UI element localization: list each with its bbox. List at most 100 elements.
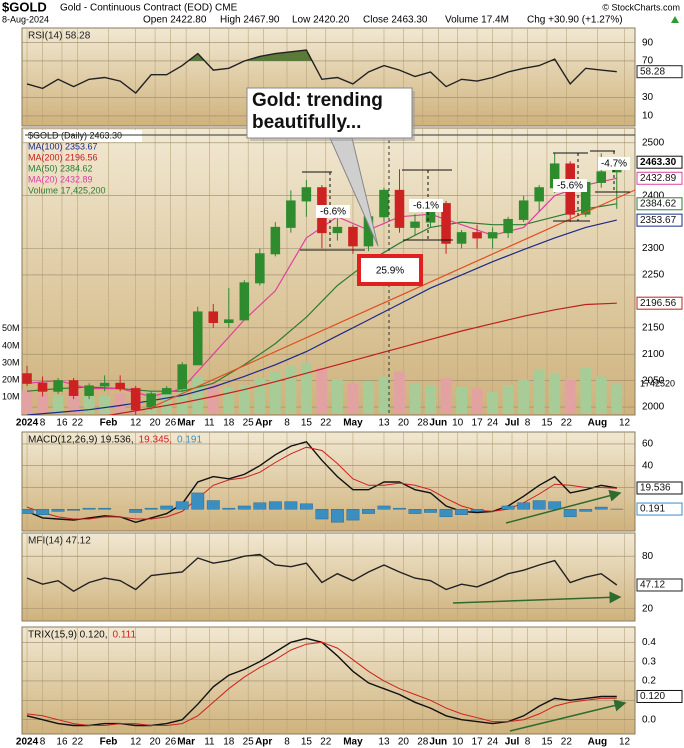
divergence-arrow <box>509 699 627 732</box>
histogram-bar <box>222 507 236 510</box>
legend-entry: Volume 17,425,200 <box>28 185 106 195</box>
candle-body <box>441 203 451 244</box>
plot-area <box>26 553 618 593</box>
volume-bar <box>207 383 219 414</box>
histogram-bar <box>299 503 313 510</box>
panel-background <box>21 532 636 622</box>
volume-bar <box>285 366 297 414</box>
y-tick-label: 40 <box>642 460 654 471</box>
x-tick-label: 20 <box>150 737 162 748</box>
candle-body <box>99 382 110 387</box>
legend-entry: MA(100) 2353.67 <box>28 141 98 151</box>
panel-background <box>21 431 636 532</box>
x-tick-label: 28 <box>417 418 429 429</box>
drop-label: -4.7% <box>601 159 627 170</box>
histogram-bar <box>51 509 65 512</box>
volume-bar <box>425 385 436 414</box>
volume-bar <box>471 388 483 414</box>
candle-body <box>255 253 265 284</box>
plot-area <box>26 637 617 727</box>
histogram-bar <box>331 509 344 523</box>
callout-box <box>246 87 413 139</box>
value-marker-label: 2432.89 <box>640 173 677 184</box>
x-tick-label: Jun <box>429 737 447 748</box>
volume-bar <box>83 393 95 414</box>
gain-label: 25.9% <box>376 266 404 277</box>
divergence-arrow <box>505 489 622 524</box>
legend-entry: 0.111 <box>112 630 136 641</box>
histogram-bar <box>82 507 96 510</box>
x-tick-label: 16 <box>56 737 68 748</box>
x-tick-label: 16 <box>56 418 68 429</box>
indicator-line <box>26 641 617 726</box>
value-marker-label: 47.12 <box>640 580 665 591</box>
legend-entry: 19.345, <box>139 435 172 446</box>
volume-bar <box>564 379 576 414</box>
y-tick-label: 2400 <box>642 190 665 201</box>
candle-body <box>503 218 513 234</box>
x-tick-label: 25 <box>243 418 255 429</box>
histogram-bar <box>36 509 49 515</box>
x-tick-label: 17 <box>472 418 484 429</box>
x-tick-label: 15 <box>541 418 553 429</box>
candle-body <box>472 232 482 239</box>
histogram-bar <box>268 501 282 510</box>
x-tick-label: Jul <box>505 737 520 748</box>
histogram-bar <box>67 509 81 511</box>
overbought-fill <box>188 50 556 61</box>
candle-body <box>301 187 312 202</box>
volume-bar <box>409 383 421 414</box>
histogram-bar <box>129 509 143 513</box>
histogram-bar <box>393 507 406 510</box>
candle-body <box>68 380 79 396</box>
value-marker-label: 2196.56 <box>640 298 677 309</box>
volume-bar <box>502 385 514 414</box>
y-tick-label: 60 <box>642 439 654 450</box>
x-tick-label: 8 <box>284 418 290 429</box>
volume-bar <box>518 379 530 414</box>
candle-body <box>348 226 358 247</box>
label-bg <box>316 205 350 218</box>
x-tick-label: 2024 <box>16 737 39 748</box>
volume-bar <box>254 378 266 414</box>
security-name: Gold - Continuous Contract (EOD) CME <box>60 3 238 14</box>
symbol: $GOLD <box>2 0 47 14</box>
x-tick-label: 22 <box>72 418 84 429</box>
y-tick-label: 2300 <box>642 243 665 254</box>
drop-label: -6.6% <box>320 207 346 218</box>
histogram-bar <box>439 509 453 518</box>
x-tick-label: 11 <box>204 418 215 429</box>
histogram-bar <box>377 505 391 510</box>
candle-body <box>487 232 498 239</box>
histogram-bar <box>315 509 329 520</box>
drop-label: -5.6% <box>557 181 583 192</box>
histogram-bar <box>191 492 205 510</box>
x-tick-label: Mar <box>177 737 195 748</box>
y-tick-label: 2000 <box>642 402 665 413</box>
divergence-arrow <box>452 591 622 604</box>
histogram-bar <box>563 509 577 518</box>
open: Open 2422.80 <box>143 15 207 26</box>
value-marker <box>636 171 683 185</box>
plot-area <box>26 49 617 94</box>
x-tick-label: 20 <box>398 737 410 748</box>
indicator-line <box>26 553 618 593</box>
x-tick-label: 12 <box>619 737 631 748</box>
candle-body <box>518 200 529 220</box>
volume-bar <box>533 369 545 414</box>
source: © StockCharts.com <box>602 2 680 12</box>
volume-bar <box>378 376 390 414</box>
value-marker-label: 58.28 <box>640 66 665 77</box>
x-tick-label: 11 <box>204 737 215 748</box>
candle-body <box>53 380 63 392</box>
value-marker-label: 0.191 <box>640 504 665 515</box>
volume-tick-label: 50M <box>2 323 20 333</box>
y-tick-label: 2500 <box>642 137 665 148</box>
volume-tick-label: 40M <box>2 340 20 350</box>
y-tick-label: 0.4 <box>642 637 656 648</box>
value-marker <box>636 197 683 211</box>
histogram-bar <box>594 506 608 510</box>
volume-bar <box>549 373 561 414</box>
histogram-bar <box>284 501 298 510</box>
